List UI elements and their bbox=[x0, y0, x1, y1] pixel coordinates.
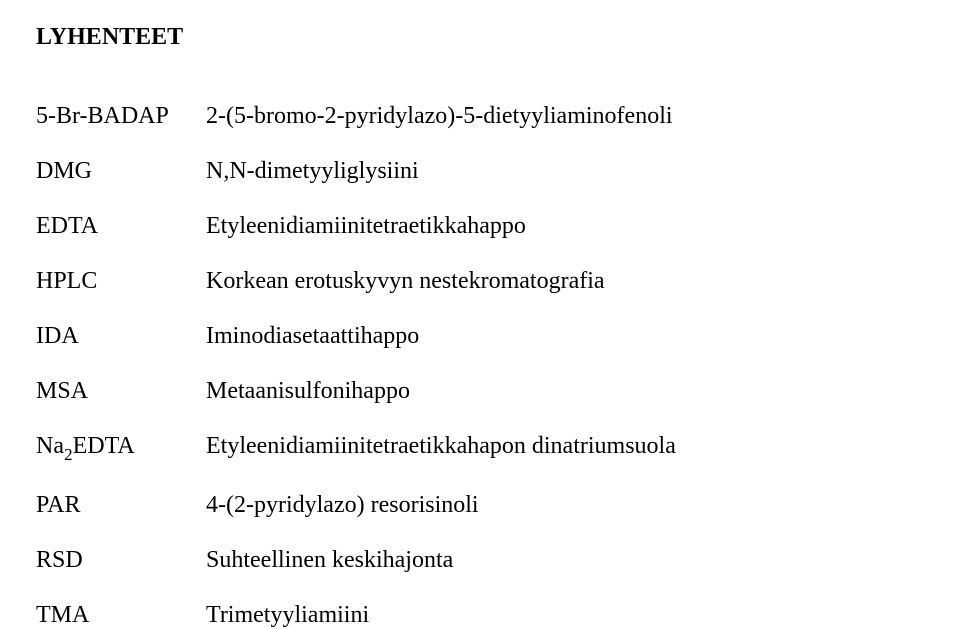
abbr-definition: Etyleenidiamiinitetraetikkahapon dinatri… bbox=[206, 433, 676, 460]
abbr-term: 5-Br-BADAP bbox=[36, 103, 206, 130]
abbr-row: DMGN,N-dimetyyliglysiini bbox=[36, 158, 924, 185]
abbr-term: MSA bbox=[36, 378, 206, 405]
abbr-definition: Metaanisulfonihappo bbox=[206, 378, 410, 405]
page: LYHENTEET 5-Br-BADAP2-(5-bromo-2-pyridyl… bbox=[0, 0, 960, 629]
abbr-term: PAR bbox=[36, 492, 206, 519]
abbr-definition: Iminodiasetaattihappo bbox=[206, 323, 419, 350]
abbr-definition: Suhteellinen keskihajonta bbox=[206, 547, 453, 574]
abbr-definition: 4-(2-pyridylazo) resorisinoli bbox=[206, 492, 479, 519]
abbr-term: Na2EDTA bbox=[36, 433, 206, 464]
abbr-term: RSD bbox=[36, 547, 206, 574]
abbr-row: MSAMetaanisulfonihappo bbox=[36, 378, 924, 405]
abbreviation-list: 5-Br-BADAP2-(5-bromo-2-pyridylazo)-5-die… bbox=[36, 103, 924, 629]
abbr-term: HPLC bbox=[36, 268, 206, 295]
abbr-row: TMATrimetyyliamiini bbox=[36, 602, 924, 629]
abbr-row: IDAIminodiasetaattihappo bbox=[36, 323, 924, 350]
abbr-row: HPLCKorkean erotuskyvyn nestekromatograf… bbox=[36, 268, 924, 295]
abbr-row: 5-Br-BADAP2-(5-bromo-2-pyridylazo)-5-die… bbox=[36, 103, 924, 130]
abbr-row: EDTAEtyleenidiamiinitetraetikkahappo bbox=[36, 213, 924, 240]
abbr-definition: Etyleenidiamiinitetraetikkahappo bbox=[206, 213, 526, 240]
abbr-row: PAR4-(2-pyridylazo) resorisinoli bbox=[36, 492, 924, 519]
abbr-definition: Trimetyyliamiini bbox=[206, 602, 369, 629]
abbr-term: DMG bbox=[36, 158, 206, 185]
abbr-definition: N,N-dimetyyliglysiini bbox=[206, 158, 419, 185]
abbr-row: RSDSuhteellinen keskihajonta bbox=[36, 547, 924, 574]
abbr-definition: 2-(5-bromo-2-pyridylazo)-5-dietyyliamino… bbox=[206, 103, 673, 130]
abbr-term: IDA bbox=[36, 323, 206, 350]
abbr-term: EDTA bbox=[36, 213, 206, 240]
abbr-definition: Korkean erotuskyvyn nestekromatografia bbox=[206, 268, 605, 295]
page-title: LYHENTEET bbox=[36, 24, 924, 51]
abbr-row: Na2EDTAEtyleenidiamiinitetraetikkahapon … bbox=[36, 433, 924, 464]
abbr-term: TMA bbox=[36, 602, 206, 629]
